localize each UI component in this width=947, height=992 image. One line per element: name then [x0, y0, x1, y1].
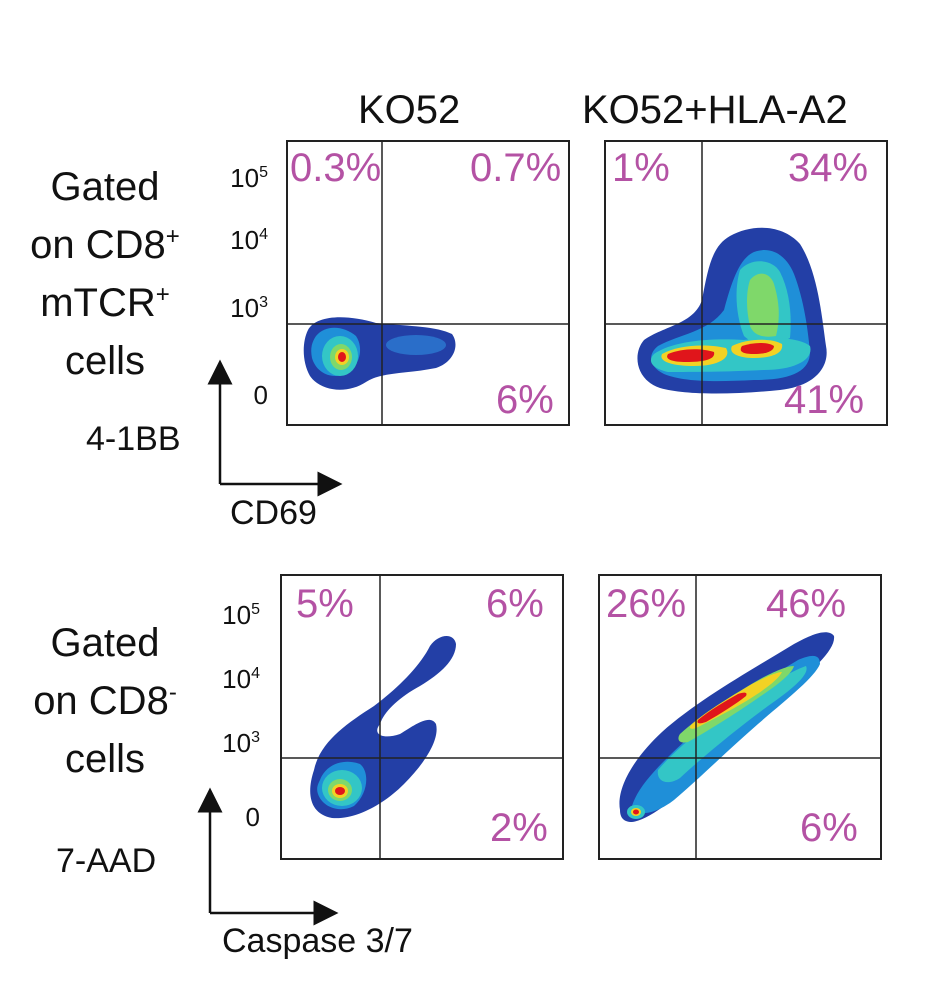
column-title-ko52-hla-a2: KO52+HLA-A2	[582, 88, 848, 132]
quadrant-upper-right-percent: 34%	[788, 146, 869, 190]
density-cloud	[310, 635, 456, 819]
plot-frame	[286, 140, 570, 426]
y-tick-label: 104	[222, 664, 260, 694]
y-tick-label: 0	[253, 380, 268, 410]
row-label-line: Gated	[50, 621, 160, 665]
row-label-top: Gated on CD8+ mTCR+ cells	[10, 158, 200, 390]
flow-plot-caspase-ko52-hla-a2	[598, 574, 882, 860]
quadrant-upper-left-percent: 0.3%	[290, 146, 382, 190]
quadrant-upper-left-percent: 26%	[606, 582, 687, 626]
row-label-line: Gated	[50, 165, 160, 209]
row-label-line: cells	[64, 339, 146, 383]
plot-frame	[598, 574, 882, 860]
row-label-line: mTCR+	[40, 281, 170, 325]
row-label-line: cells	[64, 737, 146, 781]
quadrant-upper-left-percent: 1%	[612, 146, 670, 190]
quadrant-upper-right-percent: 6%	[486, 582, 544, 626]
density-cloud	[619, 632, 835, 822]
x-axis-label-bottom: Caspase 3/7	[222, 922, 413, 960]
quadrant-lower-right-percent: 6%	[496, 378, 554, 422]
y-tick-label: 104	[230, 225, 268, 255]
flow-plot-cd69-ko52	[286, 140, 570, 426]
x-axis-label-top: CD69	[230, 494, 317, 532]
y-tick-label: 105	[222, 600, 260, 630]
y-axis-label-top: 4-1BB	[86, 420, 181, 458]
row-label-bottom: Gated on CD8- cells	[10, 614, 200, 788]
row-label-line: on CD8+	[30, 223, 180, 267]
quadrant-upper-right-percent: 46%	[766, 582, 847, 626]
y-tick-label: 105	[230, 163, 268, 193]
plot-frame	[604, 140, 888, 426]
density-cloud	[637, 227, 827, 394]
density-cloud	[303, 317, 456, 390]
quadrant-lower-right-percent: 6%	[800, 806, 858, 850]
y-tick-label: 103	[222, 728, 260, 758]
flow-plot-caspase-ko52	[280, 574, 564, 860]
row-label-line: on CD8-	[33, 679, 177, 723]
y-tick-label: 0	[245, 802, 260, 832]
quadrant-lower-right-percent: 2%	[490, 806, 548, 850]
plot-frame	[280, 574, 564, 860]
flow-plot-cd69-ko52-hla-a2	[604, 140, 888, 426]
quadrant-lower-right-percent: 41%	[784, 378, 865, 422]
quadrant-upper-right-percent: 0.7%	[470, 146, 562, 190]
quadrant-upper-left-percent: 5%	[296, 582, 354, 626]
y-tick-label: 103	[230, 293, 268, 323]
y-axis-label-bottom: 7-AAD	[56, 842, 157, 880]
column-title-ko52: KO52	[358, 88, 461, 132]
